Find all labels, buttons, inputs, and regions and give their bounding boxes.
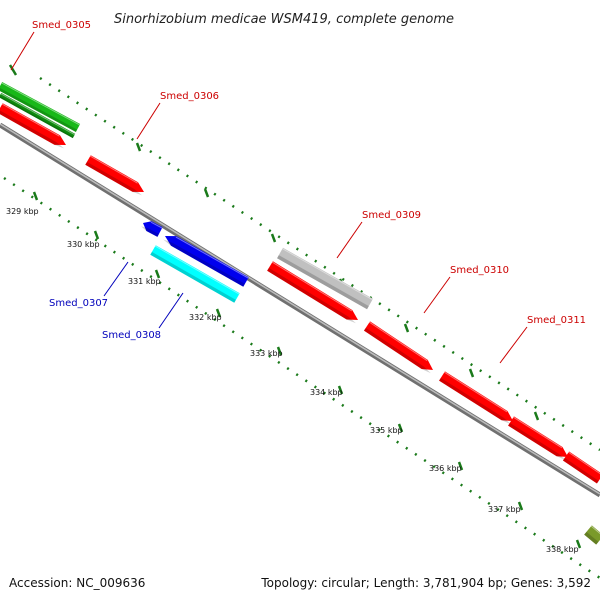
major-tick (457, 461, 464, 471)
kbp-label: 337 kbp (488, 505, 521, 514)
gene-olive (584, 525, 600, 545)
gene-smed-0305-shadow (0, 92, 76, 139)
kbp-label: 329 kbp (6, 207, 39, 216)
gene-smed-0310 (363, 321, 434, 374)
kbp-label: 332 kbp (189, 313, 222, 322)
gene-smed-0309 (277, 247, 373, 310)
kbp-label: 336 kbp (429, 464, 462, 473)
major-tick (8, 64, 18, 76)
kbp-label: 334 kbp (310, 388, 343, 397)
callout-smed-0311 (499, 326, 528, 364)
gene-labels: Smed_0305 Smed_0306 Smed_0309 Smed_0310 … (32, 20, 586, 341)
kbp-label: 335 kbp (370, 426, 403, 435)
gene-red-a (267, 261, 359, 324)
major-tick (468, 368, 475, 378)
major-tick (135, 142, 142, 152)
gene-label-smed-0311: Smed_0311 (527, 315, 586, 326)
major-tick (93, 230, 100, 240)
gene-label-smed-0310: Smed_0310 (450, 265, 509, 276)
major-tick (270, 233, 277, 243)
major-tick (215, 308, 222, 318)
map-title: Sinorhizobium medicae WSM419, complete g… (114, 12, 454, 27)
major-tick (517, 501, 524, 511)
major-tick (575, 539, 582, 549)
major-tick (32, 191, 39, 201)
topology-text: Topology: circular; Length: 3,781,904 bp… (261, 576, 591, 590)
major-tick (397, 423, 404, 433)
gene-red-c (562, 451, 600, 484)
inner-tick-row (3, 176, 600, 580)
gene-features (0, 82, 600, 545)
callout-smed-0310 (423, 276, 451, 314)
tick-rows (3, 76, 600, 580)
callout-smed-0309 (336, 221, 363, 259)
major-tick (337, 385, 344, 395)
accession-text: Accession: NC_009636 (9, 576, 146, 590)
major-tick (533, 411, 540, 421)
kbp-label: 330 kbp (67, 240, 100, 249)
kbp-label: 333 kbp (250, 349, 283, 358)
gene-smed-0307 (163, 236, 249, 287)
gene-callouts (10, 31, 528, 364)
gene-smed-0305 (0, 82, 81, 132)
major-tick (276, 346, 283, 356)
gene-label-smed-0305: Smed_0305 (32, 20, 91, 31)
gene-smed-0308 (150, 245, 240, 303)
gene-label-smed-0307: Smed_0307 (49, 298, 108, 309)
gene-smed-0306 (85, 155, 145, 196)
gene-label-smed-0308: Smed_0308 (102, 330, 161, 341)
gene-label-smed-0309: Smed_0309 (362, 210, 421, 221)
major-tick (154, 269, 161, 279)
kbp-label: 331 kbp (128, 277, 161, 286)
gene-smed-0311 (439, 371, 513, 425)
kbp-labels: 329 kbp 330 kbp 331 kbp 332 kbp 333 kbp … (6, 207, 579, 554)
major-tick (203, 188, 210, 198)
callout-smed-0307 (103, 261, 129, 297)
major-tick (403, 323, 410, 333)
gene-label-smed-0306: Smed_0306 (160, 91, 219, 102)
gene-red-b (508, 416, 569, 461)
gene-smed-0307-small (141, 221, 163, 237)
callout-smed-0306 (136, 102, 161, 140)
callout-smed-0308 (158, 292, 184, 329)
backbone (0, 122, 600, 498)
inner-major-ticks (32, 191, 582, 549)
kbp-label: 338 kbp (546, 545, 579, 554)
gene-red-left (0, 103, 66, 149)
callout-smed-0305 (10, 31, 35, 71)
